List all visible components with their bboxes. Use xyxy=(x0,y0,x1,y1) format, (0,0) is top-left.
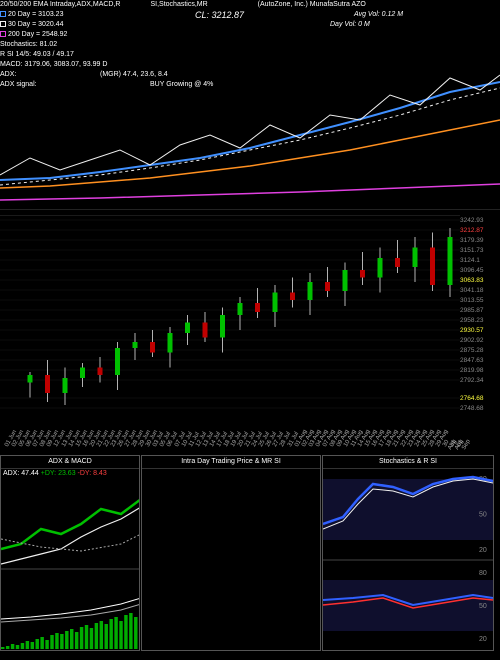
price-tick: 2748.68 xyxy=(460,405,484,412)
intra-title: Intra Day Trading Price & MR SI xyxy=(142,456,320,469)
price-tick: 2985.87 xyxy=(460,307,484,314)
price-tick: 2930.57 xyxy=(460,327,484,334)
indicators-label: 20/50/200 EMA Intraday,ADX,MACD,R xyxy=(0,0,120,10)
indicators-label2: SI,Stochastics,MR xyxy=(150,0,207,10)
price-tick: 3013.55 xyxy=(460,297,484,304)
price-tick: 3151.73 xyxy=(460,247,484,254)
price-tick: 3179.39 xyxy=(460,237,484,244)
header-info: 20/50/200 EMA Intraday,ADX,MACD,R SI,Sto… xyxy=(0,0,500,60)
date-axis: 01 Jun02 Jun05 Jun06 Jun07 Jun08 Jun09 J… xyxy=(0,425,460,450)
close-price: CL: 3212.87 xyxy=(195,10,244,20)
price-tick: 2875.28 xyxy=(460,347,484,354)
svg-text:50: 50 xyxy=(479,512,487,519)
price-tick: 3096.45 xyxy=(460,267,484,274)
ma50-label: 30 Day = 3020.44 xyxy=(8,21,63,28)
intraday-panel: Intra Day Trading Price & MR SI xyxy=(141,455,321,651)
rsi-label: R SI 14/5: 49.03 / 49.17 xyxy=(0,50,500,60)
stoch-title: Stochastics & R SI xyxy=(323,456,493,469)
adx-macd-panel: ADX & MACD ADX: 47.44 +DY: 23.63 -DY: 8.… xyxy=(0,455,140,651)
svg-text:50: 50 xyxy=(479,603,487,610)
adx-values: ADX: 47.44 +DY: 23.63 -DY: 8.43 xyxy=(1,469,139,479)
ma200-label: 200 Day = 2548.92 xyxy=(8,31,67,38)
price-tick: 3124.1 xyxy=(460,257,480,264)
price-axis-labels: 3242.93 3212.87 3179.39 3151.73 3124.1 3096.4… xyxy=(460,215,500,425)
price-tick: 3242.93 xyxy=(460,217,484,224)
price-tick: 2819.98 xyxy=(460,367,484,374)
svg-text:20: 20 xyxy=(479,636,487,643)
avg-vol: Avg Vol: 0.12 M xyxy=(354,10,403,20)
price-tick: 2792.34 xyxy=(460,377,484,384)
price-tick: 2958.23 xyxy=(460,317,484,324)
ma-chart xyxy=(0,60,500,210)
stochastics-panel: Stochastics & R SI 808050502020 xyxy=(322,455,494,651)
svg-text:80: 80 xyxy=(479,570,487,577)
price-tick: 2764.68 xyxy=(460,395,484,402)
adx-title: ADX & MACD xyxy=(1,456,139,469)
price-tick: 2902.92 xyxy=(460,337,484,344)
price-tick: 3041.18 xyxy=(460,287,484,294)
price-tick: 3212.87 xyxy=(460,227,484,234)
price-tick: 2847.63 xyxy=(460,357,484,364)
ma20-label: 20 Day = 3103.23 xyxy=(8,11,63,18)
symbol-label: (AutoZone, Inc.) MunafaSutra AZO xyxy=(258,0,366,10)
day-vol: Day Vol: 0 M xyxy=(330,20,370,30)
price-tick: 3063.83 xyxy=(460,277,484,284)
stoch-label: Stochastics: 81.02 xyxy=(0,40,500,50)
indicator-panels: ADX & MACD ADX: 47.44 +DY: 23.63 -DY: 8.… xyxy=(0,455,500,655)
candlestick-chart xyxy=(0,215,500,425)
svg-text:20: 20 xyxy=(479,547,487,554)
